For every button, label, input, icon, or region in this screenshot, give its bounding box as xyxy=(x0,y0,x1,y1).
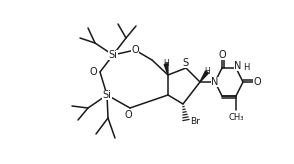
Text: Si: Si xyxy=(108,50,117,60)
Text: O: O xyxy=(218,50,226,60)
Text: O: O xyxy=(253,77,261,87)
Text: O: O xyxy=(89,67,97,77)
Text: CH₃: CH₃ xyxy=(228,113,244,122)
Text: H: H xyxy=(204,68,210,76)
Text: Br: Br xyxy=(190,117,200,126)
Polygon shape xyxy=(200,71,208,82)
Text: N: N xyxy=(234,61,242,71)
Text: S: S xyxy=(182,58,188,68)
Text: O: O xyxy=(131,45,139,55)
Text: O: O xyxy=(124,110,132,120)
Text: Si: Si xyxy=(103,90,111,100)
Polygon shape xyxy=(164,64,168,75)
Text: H: H xyxy=(163,60,169,69)
Text: N: N xyxy=(211,77,219,87)
Text: H: H xyxy=(243,62,250,72)
